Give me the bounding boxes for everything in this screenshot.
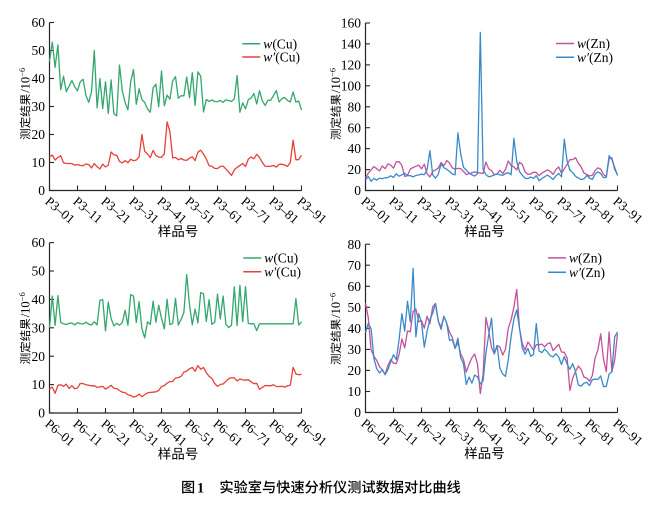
svg-text:10: 10 bbox=[32, 155, 46, 170]
svg-text:w′(Cu): w′(Cu) bbox=[264, 265, 301, 280]
svg-text:50: 50 bbox=[32, 264, 46, 279]
svg-text:w(Zn): w(Zn) bbox=[577, 36, 610, 51]
svg-text:100: 100 bbox=[341, 78, 362, 93]
svg-text:20: 20 bbox=[348, 162, 362, 177]
svg-text:w(Cu): w(Cu) bbox=[264, 251, 298, 266]
svg-text:30: 30 bbox=[32, 320, 46, 335]
svg-text:10: 10 bbox=[32, 377, 46, 392]
svg-text:60: 60 bbox=[348, 279, 362, 294]
svg-text:80: 80 bbox=[348, 237, 362, 252]
svg-text:40: 40 bbox=[348, 321, 362, 336]
svg-text:w′(Zn): w′(Zn) bbox=[569, 265, 605, 280]
svg-text:w′(Cu): w′(Cu) bbox=[263, 50, 300, 65]
svg-text:70: 70 bbox=[348, 258, 362, 273]
svg-text:140: 140 bbox=[341, 37, 362, 52]
svg-text:120: 120 bbox=[341, 58, 362, 73]
svg-text:50: 50 bbox=[348, 300, 362, 315]
svg-text:60: 60 bbox=[348, 120, 362, 135]
svg-text:20: 20 bbox=[32, 349, 46, 364]
svg-text:0: 0 bbox=[354, 405, 361, 420]
svg-text:20: 20 bbox=[32, 127, 46, 142]
svg-text:160: 160 bbox=[341, 16, 362, 31]
svg-text:1: 1 bbox=[197, 480, 204, 496]
svg-text:w(Zn): w(Zn) bbox=[569, 251, 602, 266]
svg-text:40: 40 bbox=[348, 141, 362, 156]
svg-text:30: 30 bbox=[348, 342, 362, 357]
svg-text:60: 60 bbox=[32, 235, 46, 250]
svg-text:60: 60 bbox=[32, 15, 46, 30]
svg-text:10: 10 bbox=[348, 384, 362, 399]
svg-text:0: 0 bbox=[38, 183, 45, 198]
svg-text:20: 20 bbox=[348, 363, 362, 378]
svg-text:40: 40 bbox=[32, 71, 46, 86]
svg-text:40: 40 bbox=[32, 292, 46, 307]
svg-text:50: 50 bbox=[32, 43, 46, 58]
svg-text:0: 0 bbox=[354, 183, 361, 198]
svg-text:w(Cu): w(Cu) bbox=[263, 36, 297, 51]
svg-text:30: 30 bbox=[32, 99, 46, 114]
svg-text:80: 80 bbox=[348, 99, 362, 114]
svg-text:w′(Zn): w′(Zn) bbox=[577, 50, 613, 65]
svg-text:0: 0 bbox=[38, 406, 45, 421]
